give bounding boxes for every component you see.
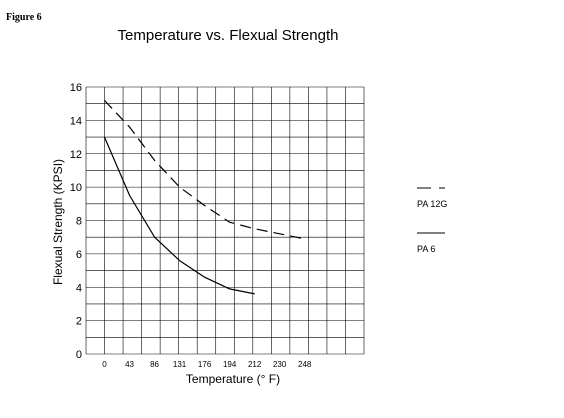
x-tick-label: 0	[102, 360, 107, 369]
series-line-0	[104, 99, 305, 240]
figure-label: Figure 6	[6, 12, 42, 23]
x-axis-label: Temperature (° F)	[186, 372, 280, 386]
legend-label-0: PA 12G	[417, 199, 447, 209]
x-tick-label: 131	[173, 360, 187, 369]
x-tick-label: 176	[198, 360, 212, 369]
y-tick-label: 0	[76, 349, 82, 361]
y-tick-label: 14	[70, 115, 82, 127]
y-axis-label: Flexual Strength (KPSI)	[51, 159, 65, 285]
x-axis-ticks: 0 43 86 131 176 194 212 230 248	[102, 360, 312, 369]
x-tick-label: 86	[150, 360, 159, 369]
y-tick-label: 6	[76, 249, 82, 261]
series-line-1	[103, 136, 255, 295]
legend-label-1: PA 6	[417, 244, 435, 254]
y-tick-label: 12	[70, 149, 82, 161]
y-axis-ticks: 0 2 4 6 8 10 12 14 16	[70, 82, 82, 361]
chart-legend: PA 12G PA 6	[417, 187, 447, 254]
series-lines	[103, 99, 305, 295]
y-tick-label: 2	[76, 316, 82, 328]
x-tick-label: 230	[273, 360, 287, 369]
y-tick-label: 10	[70, 182, 82, 194]
x-tick-label: 212	[248, 360, 262, 369]
x-tick-label: 248	[298, 360, 312, 369]
x-tick-label: 194	[223, 360, 237, 369]
y-tick-label: 8	[76, 216, 82, 228]
chart-grid	[85, 86, 365, 355]
x-tick-label: 43	[125, 360, 134, 369]
y-tick-label: 16	[70, 82, 82, 94]
y-tick-label: 4	[76, 282, 82, 294]
chart-title: Temperature vs. Flexual Strength	[118, 27, 339, 44]
